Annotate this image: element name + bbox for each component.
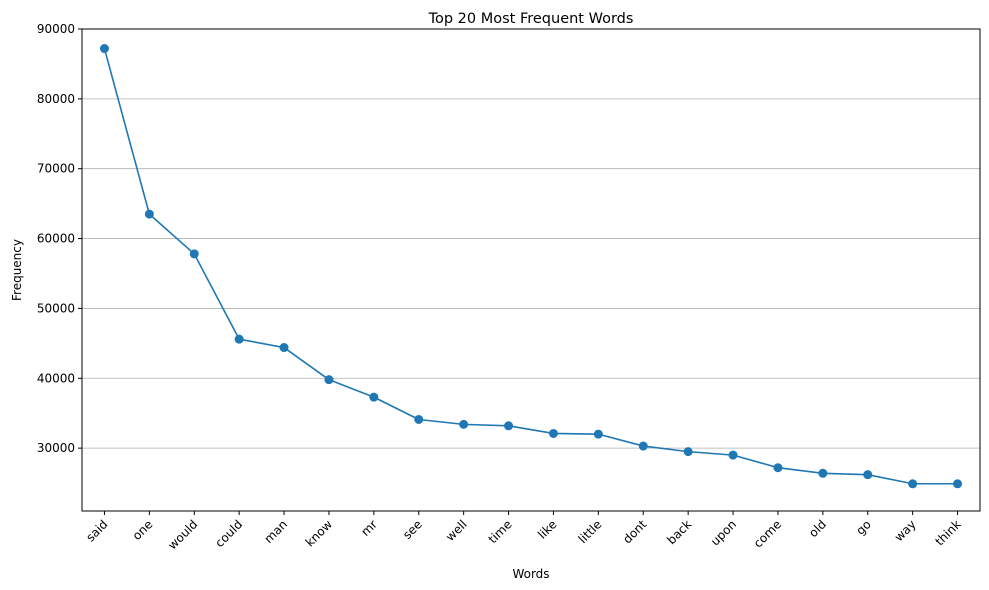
y-tick-label: 90000	[37, 22, 75, 36]
plot-frame	[81, 28, 981, 512]
y-tick-label: 50000	[37, 301, 75, 315]
y-axis-label: Frequency	[10, 239, 24, 301]
data-point	[279, 343, 289, 353]
data-point	[414, 414, 424, 424]
data-point	[863, 470, 873, 480]
data-point	[504, 421, 514, 431]
data-point	[189, 249, 199, 259]
y-tick-label: 80000	[37, 92, 75, 106]
data-point	[728, 450, 738, 460]
data-point	[99, 44, 109, 54]
y-tick-label: 70000	[37, 162, 75, 176]
data-point	[953, 479, 963, 489]
data-point	[369, 392, 379, 402]
y-tick-label: 60000	[37, 232, 75, 246]
chart-title: Top 20 Most Frequent Words	[428, 11, 634, 27]
data-point	[818, 468, 828, 478]
data-point	[683, 447, 693, 457]
data-point	[324, 375, 334, 385]
marker-layer	[99, 44, 963, 489]
data-point	[144, 209, 154, 219]
y-axis: 30000 40000 50000 60000 70000 80000 90000	[37, 22, 82, 455]
data-point	[638, 441, 648, 451]
series-layer	[103, 48, 958, 485]
y-tick-label: 40000	[37, 371, 75, 385]
y-tick-label: 30000	[37, 441, 75, 455]
data-point	[773, 463, 783, 473]
data-point	[234, 334, 244, 344]
data-point	[548, 428, 558, 438]
x-axis-label: Words	[512, 567, 549, 581]
data-point	[459, 419, 469, 429]
series-line	[103, 48, 958, 485]
data-point	[908, 479, 918, 489]
data-point	[593, 429, 603, 439]
